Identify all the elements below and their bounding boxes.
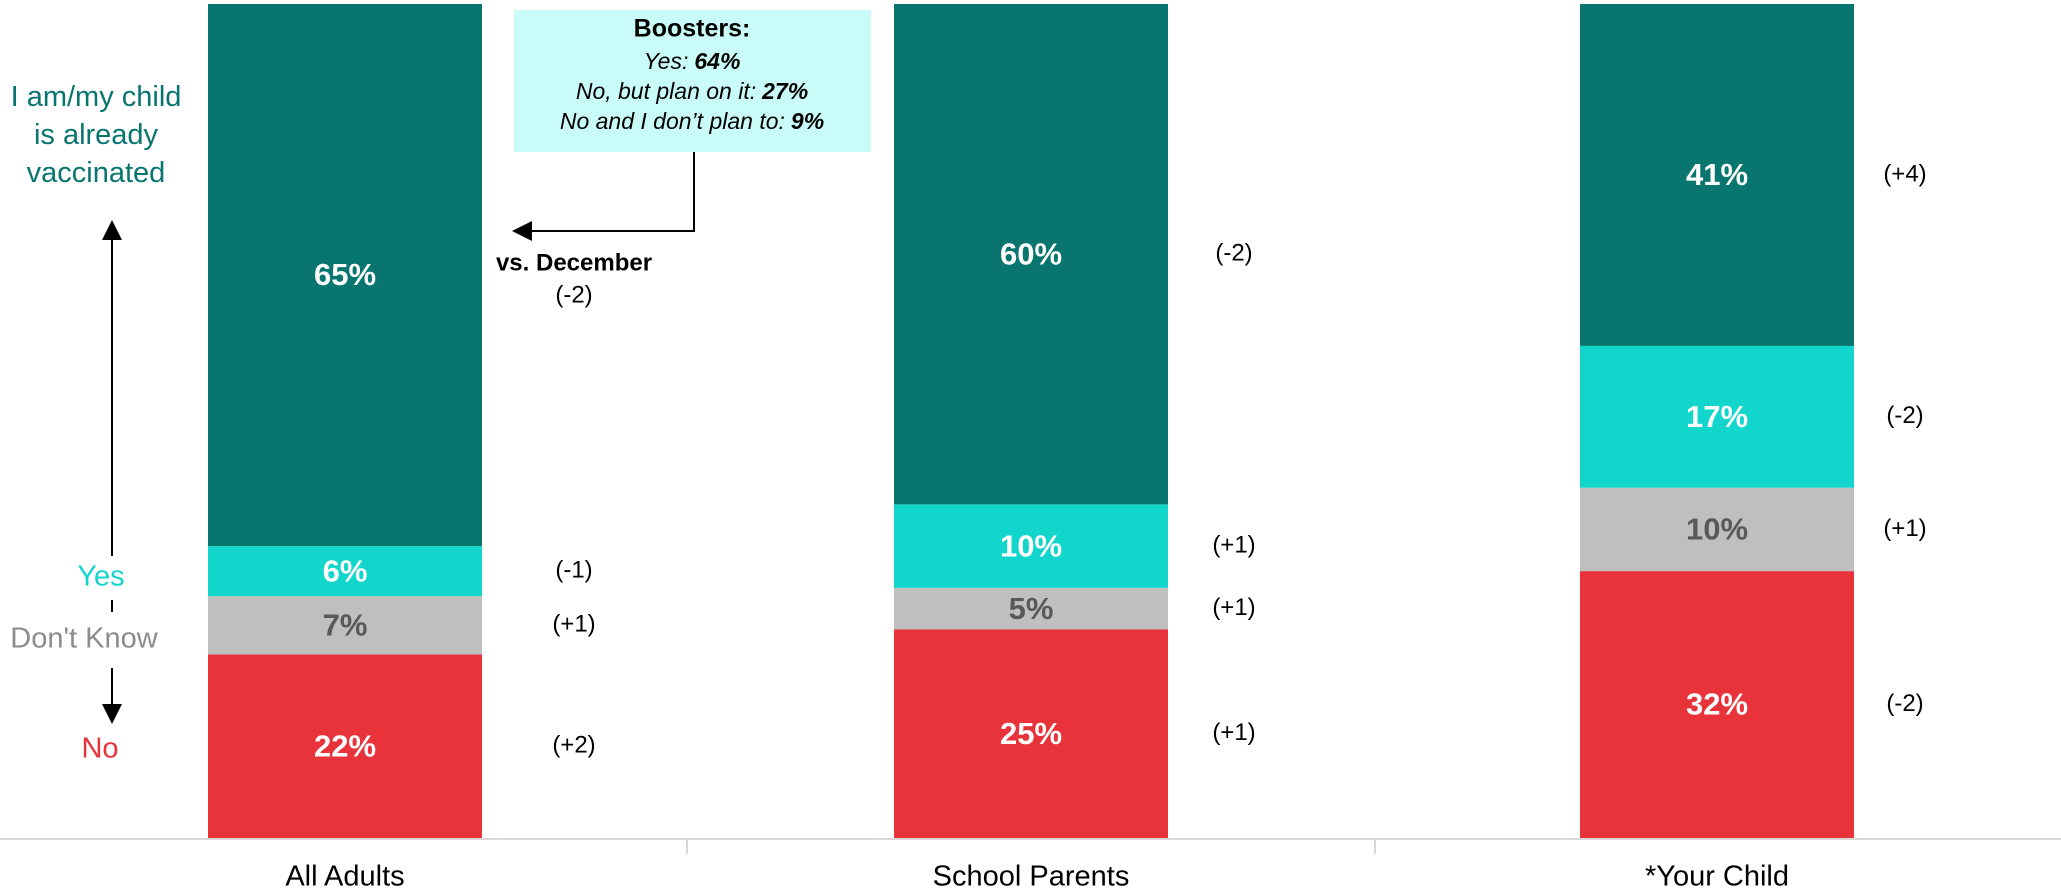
bar-segment [1580, 487, 1854, 572]
value-label: 60% [1000, 236, 1062, 271]
bar-segment [1580, 4, 1854, 346]
value-label: 10% [1686, 512, 1748, 547]
bar-segment [208, 4, 482, 547]
bar-segment [1580, 571, 1854, 838]
bar-segment [894, 629, 1168, 838]
value-label: 10% [1000, 528, 1062, 563]
annotation-line: Yes: 64% [644, 48, 741, 74]
value-label: 41% [1686, 157, 1748, 192]
value-label: 6% [323, 553, 368, 588]
change-label: (+1) [1212, 594, 1255, 621]
bar-segment [1580, 345, 1854, 488]
annotation-line: No, but plan on it: 27% [576, 78, 808, 104]
change-label: (+4) [1883, 160, 1926, 187]
value-label: 22% [314, 728, 376, 763]
value-label: 25% [1000, 716, 1062, 751]
bar-segment [894, 4, 1168, 505]
x-tick-label: *Your Child [1645, 861, 1789, 893]
annotation-box [514, 10, 871, 152]
bar-segment [208, 596, 482, 655]
legend-label: Don't Know [10, 623, 158, 655]
annotation-line-value: 9% [791, 108, 824, 134]
bar-segment [208, 654, 482, 838]
value-label: 65% [314, 257, 376, 292]
value-label: 17% [1686, 399, 1748, 434]
legend-label: Yes [77, 561, 124, 593]
change-label: (-2) [1215, 240, 1252, 267]
change-label: (+2) [552, 732, 595, 759]
change-label: (-1) [555, 556, 592, 583]
annotation-title: Boosters: [634, 15, 751, 43]
bar-segment [208, 546, 482, 597]
annotation-line-label: No, but plan on it: [576, 78, 756, 104]
bar-segment [894, 587, 1168, 630]
annotation-line-label: No and I don’t plan to: [560, 108, 785, 134]
legend-label: No [81, 733, 118, 765]
change-label: (+1) [1212, 531, 1255, 558]
value-label: 7% [323, 608, 368, 643]
x-tick-label: School Parents [933, 861, 1130, 893]
legend-label: I am/my child is already vaccinated [10, 81, 182, 189]
annotation-line-label: Yes: [644, 48, 689, 74]
bar-segment [894, 504, 1168, 588]
x-tick-label: All Adults [285, 861, 404, 893]
annotation-note: vs. December [496, 249, 652, 276]
change-label: (+1) [552, 611, 595, 638]
change-label: (-2) [1886, 402, 1923, 429]
value-label: 32% [1686, 687, 1748, 722]
annotation-line-value: 27% [761, 78, 808, 104]
change-label: (+1) [1883, 515, 1926, 542]
annotation-line-value: 64% [694, 48, 740, 74]
change-label: (-2) [555, 281, 592, 308]
change-label: (+1) [1212, 719, 1255, 746]
change-label: (-2) [1886, 690, 1923, 717]
annotation-line: No and I don’t plan to: 9% [560, 108, 824, 134]
value-label: 5% [1009, 591, 1054, 626]
annotation-arrow [512, 152, 695, 241]
